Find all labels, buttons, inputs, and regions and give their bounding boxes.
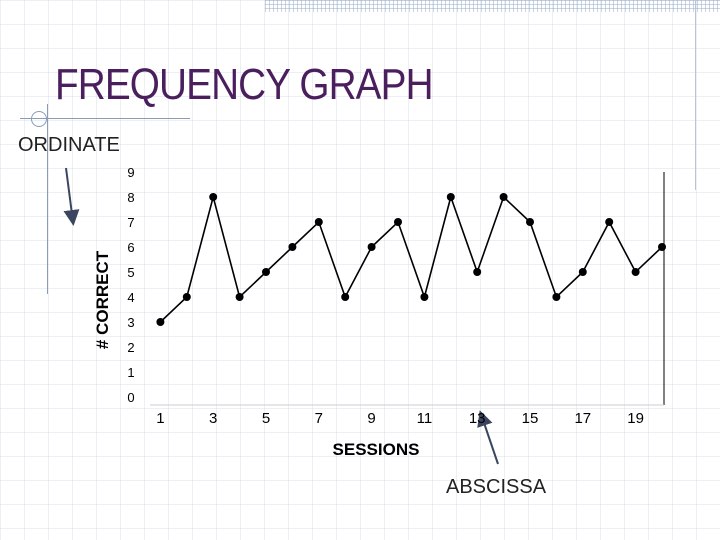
abscissa-label: ABSCISSA	[446, 476, 547, 498]
data-point	[552, 293, 561, 301]
data-point	[473, 268, 482, 276]
ordinate-arrow	[63, 167, 80, 226]
ordinate-label: ORDINATE	[18, 134, 120, 156]
x-tick-label: 9	[367, 410, 375, 427]
x-tick-label: 19	[627, 410, 644, 427]
data-point	[288, 243, 297, 251]
y-tick-label: 2	[127, 340, 134, 355]
abscissa-arrow	[477, 410, 499, 465]
data-point	[631, 268, 640, 276]
data-point	[156, 318, 165, 326]
y-tick-label: 0	[127, 390, 134, 405]
x-tick-label: 15	[522, 410, 539, 427]
data-point	[394, 218, 402, 226]
data-point	[262, 268, 270, 276]
y-tick-label: 5	[127, 265, 134, 280]
data-point	[209, 193, 218, 201]
x-tick-label: 3	[209, 410, 217, 427]
data-point	[658, 243, 666, 251]
x-tick-label: 7	[315, 410, 323, 427]
title-vertical-rule	[47, 104, 48, 294]
y-tick-label: 8	[127, 190, 134, 205]
x-tick-label: 5	[262, 410, 270, 427]
data-point	[235, 293, 244, 301]
y-tick-label: 1	[127, 365, 134, 380]
x-tick-label: 13	[469, 410, 486, 427]
x-tick-label: 11	[417, 410, 433, 427]
x-tick-label: 17	[574, 410, 591, 427]
y-tick-label: 9	[127, 165, 134, 180]
y-tick-label: 3	[127, 315, 134, 330]
data-point	[341, 293, 350, 301]
x-tick-label: 1	[156, 410, 164, 427]
data-point	[499, 193, 508, 201]
y-tick-label: 7	[127, 215, 134, 230]
x-axis-title: SESSIONS	[333, 440, 420, 459]
decorative-rule	[695, 0, 696, 190]
series-line	[159, 193, 663, 323]
title-underline	[20, 118, 190, 119]
data-point	[420, 293, 429, 301]
data-point	[578, 268, 587, 276]
y-tick-label: 4	[127, 290, 134, 305]
data-point	[314, 218, 323, 226]
decorative-strip	[265, 0, 720, 12]
data-point	[182, 293, 191, 301]
title-ornament	[31, 111, 47, 127]
y-tick-label: 6	[127, 240, 134, 255]
data-point	[526, 218, 534, 226]
data-point	[605, 218, 614, 226]
y-axis-title: # CORRECT	[93, 250, 112, 349]
slide-title: FREQUENCY GRAPH	[55, 60, 434, 109]
data-point	[367, 243, 376, 251]
data-point	[446, 193, 455, 201]
